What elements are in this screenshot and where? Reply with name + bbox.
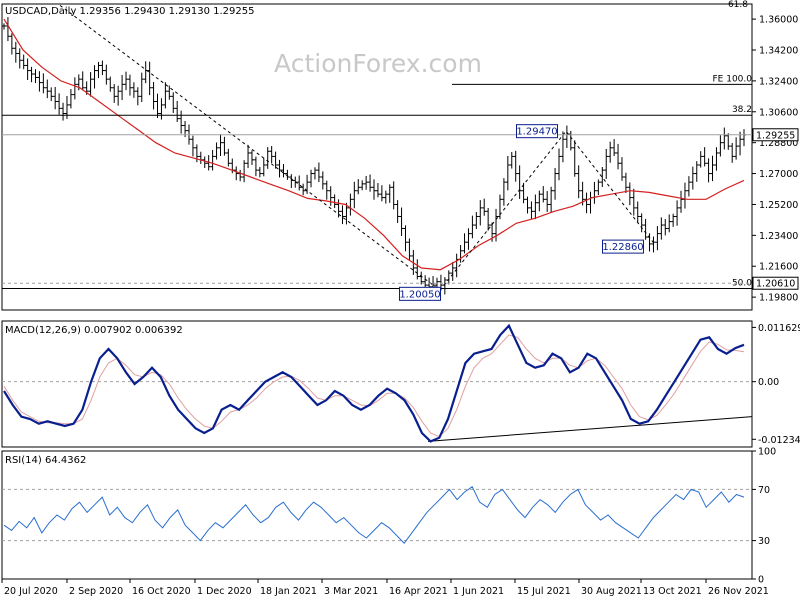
rsi-y-tick-label: 30 xyxy=(758,536,770,547)
rsi-y-tick-label: 0 xyxy=(758,575,764,586)
x-tick-label: 18 Jan 2021 xyxy=(260,586,317,597)
macd-y-tick-label: 0.011629 xyxy=(758,323,800,334)
x-tick-label: 3 Mar 2021 xyxy=(324,586,378,597)
rsi-y-axis: 100 70 30 0 xyxy=(752,447,776,586)
price-y-tick-label: 1.32400 xyxy=(759,76,798,87)
swing-dashed-line xyxy=(439,130,656,291)
swing-low-2-box xyxy=(399,286,441,301)
price-y-tick-label: 1.23400 xyxy=(759,231,798,242)
x-tick-label: 15 Jul 2021 xyxy=(517,586,571,597)
x-tick-label: 16 Apr 2021 xyxy=(389,586,448,597)
fib-label-61-8: 61.8 xyxy=(728,0,748,10)
trendlines xyxy=(59,4,656,291)
price-y-tick-label: 1.19800 xyxy=(759,293,798,304)
support-price-label: 1.20610 xyxy=(756,279,795,290)
down-trendline xyxy=(59,4,441,291)
macd-main-line xyxy=(3,323,745,443)
rsi-label: RSI(14) 64.4362 xyxy=(5,455,86,466)
x-tick-label: 13 Oct 2021 xyxy=(643,586,702,597)
moving-average-line xyxy=(3,18,745,271)
fibonacci-levels: 61.8FE 100.038.250.0 xyxy=(2,0,753,290)
swing-low-2-label: 1.20050 xyxy=(399,289,440,300)
fib-label-38-2: 38.2 xyxy=(732,105,752,115)
swing-high-box xyxy=(516,124,558,139)
price-panel-frame xyxy=(1,3,753,311)
x-tick-label: 26 Nov 2021 xyxy=(708,586,769,597)
price-y-tick-label: 1.34200 xyxy=(759,45,798,56)
price-y-tick-label: 1.21600 xyxy=(759,262,798,273)
rsi-y-tick-label: 70 xyxy=(758,485,770,496)
x-tick-label: 2 Sep 2020 xyxy=(69,586,123,597)
fib-label-fe100: FE 100.0 xyxy=(713,74,753,84)
support-price-box xyxy=(752,276,799,290)
macd-trendline xyxy=(427,416,753,442)
last-price-label: 1.29255 xyxy=(756,130,795,141)
macd-lines xyxy=(2,323,753,443)
x-tick-label: 30 Aug 2021 xyxy=(581,586,642,597)
macd-y-axis: 0.011629 0.00 -0.012348 xyxy=(752,323,800,446)
macd-y-tick-label: -0.012348 xyxy=(758,435,800,446)
price-y-tick-label: 1.27000 xyxy=(759,169,798,180)
price-y-axis: 1.36000 1.34200 1.32400 1.30600 1.28800 1.270… xyxy=(752,15,798,304)
macd-y-tick-label: 0.00 xyxy=(758,377,779,388)
rsi-line xyxy=(3,486,745,544)
x-tick-label: 16 Oct 2020 xyxy=(132,586,191,597)
price-y-tick-label: 1.25200 xyxy=(759,200,798,211)
swing-low-1-label: 1.22860 xyxy=(602,242,643,253)
macd-panel-frame xyxy=(1,320,753,448)
price-annotations: 1.29255 1.20610 1.29470 1.22860 1.20050 xyxy=(399,124,799,301)
last-price-box xyxy=(752,128,799,142)
macd-label: MACD(12,26,9) 0.007902 0.006392 xyxy=(5,325,183,336)
watermark: ActionForex.com xyxy=(274,49,482,78)
rsi-panel-frame xyxy=(1,450,753,580)
x-tick-label: 1 Jun 2021 xyxy=(453,586,504,597)
rsi-line-group xyxy=(2,486,752,544)
price-y-tick-label: 1.30600 xyxy=(759,107,798,118)
rsi-y-tick-label: 100 xyxy=(758,447,776,458)
macd-signal-line xyxy=(3,334,745,438)
x-tick-label: 20 Jul 2020 xyxy=(4,586,58,597)
swing-low-1-box xyxy=(602,239,644,254)
x-axis: 20 Jul 2020 2 Sep 2020 16 Oct 2020 1 Dec 20… xyxy=(1,579,769,597)
x-tick-label: 1 Dec 2020 xyxy=(197,586,252,597)
price-y-tick-label: 1.28800 xyxy=(759,138,798,149)
swing-high-label: 1.29470 xyxy=(516,127,557,138)
symbol-header: USDCAD,Daily 1.29356 1.29430 1.29130 1.2… xyxy=(5,6,255,17)
price-y-tick-label: 1.36000 xyxy=(759,15,798,26)
